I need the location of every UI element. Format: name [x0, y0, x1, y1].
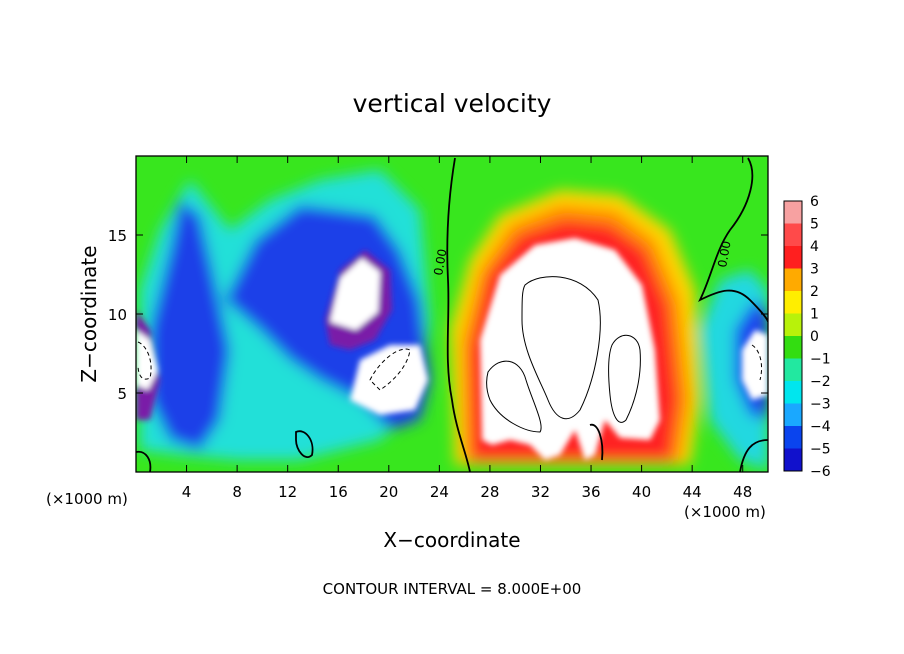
colorbar-swatch — [784, 426, 802, 449]
contour-zero-left — [446, 157, 471, 472]
colorbar: 6 5 4 3 2 1 0 −1 −2 −3 −4 −5 −6 — [783, 194, 831, 480]
contour-downdraft-3 — [751, 344, 763, 381]
x-tick-label: 8 — [232, 483, 242, 501]
x-tick-label: 28 — [480, 483, 499, 501]
y-tick-label: 15 — [108, 227, 127, 245]
field-blue-left-1 — [150, 200, 230, 450]
chart-title: vertical velocity — [353, 89, 552, 118]
y-axis-label: Z−coordinate — [77, 245, 101, 382]
colorbar-label: −2 — [810, 374, 831, 390]
contour-lines — [136, 157, 768, 472]
colorbar-label: 6 — [810, 194, 819, 210]
contour-downdraft-1 — [369, 348, 411, 391]
contour-zero-right — [698, 157, 768, 323]
contour-cell-4 — [739, 439, 768, 472]
contour-label-1: 0.00 — [431, 248, 449, 277]
y-tick-label: 5 — [117, 385, 127, 403]
x-tick-label: 48 — [733, 483, 752, 501]
x-ticks: 4 8 12 16 20 24 28 32 36 40 44 48 — [182, 156, 752, 501]
x-axis-label: X−coordinate — [383, 528, 520, 552]
colorbar-label: −4 — [810, 419, 831, 435]
x-tick-label: 20 — [379, 483, 398, 501]
field-white-right — [742, 330, 768, 400]
y-ticks: 5 10 15 — [108, 227, 768, 403]
colorbar-swatch — [784, 246, 802, 269]
field-white-updraft — [480, 238, 660, 460]
colorbar-label: 0 — [810, 329, 819, 345]
x-tick-label: 44 — [683, 483, 702, 501]
colorbar-frame — [783, 200, 803, 472]
colorbar-label: −3 — [810, 397, 831, 413]
field-white-downdraft-2 — [350, 345, 428, 415]
x-tick-label: 12 — [278, 483, 297, 501]
contour-label-2: 0.00 — [715, 240, 733, 269]
colorbar-label: 5 — [810, 217, 819, 233]
colorbar-swatch — [784, 336, 802, 359]
colorbar-label: 2 — [810, 284, 819, 300]
contour-updraft-2 — [486, 360, 542, 433]
contour-interval: CONTOUR INTERVAL = 8.000E+00 — [323, 580, 582, 598]
colorbar-swatch — [784, 201, 802, 224]
colorbar-swatch — [784, 291, 802, 314]
colorbar-swatch — [784, 223, 802, 246]
plot-area — [136, 156, 768, 472]
contour-downdraft-2 — [137, 341, 152, 380]
colorbar-swatch — [784, 268, 802, 291]
x-tick-label: 40 — [632, 483, 651, 501]
colorbar-label: −6 — [810, 464, 831, 480]
x-tick-label: 36 — [581, 483, 600, 501]
colorbar-label: 1 — [810, 307, 819, 323]
contour-cell-3 — [136, 450, 152, 472]
x-unit-left: (×1000 m) — [46, 490, 128, 508]
contour-updraft-1 — [521, 276, 601, 420]
colorbar-swatch — [784, 313, 802, 336]
field-white-downdraft-1 — [330, 258, 380, 330]
x-tick-label: 32 — [531, 483, 550, 501]
colorbar-swatch — [784, 403, 802, 426]
colorbar-label: −5 — [810, 442, 831, 458]
colorbar-label: −1 — [810, 352, 831, 368]
x-tick-label: 24 — [430, 483, 449, 501]
colorbar-swatch — [784, 448, 802, 471]
x-unit-right: (×1000 m) — [684, 503, 766, 521]
contour-cell-2 — [589, 423, 604, 461]
colorbar-swatch — [784, 381, 802, 404]
field-white-edge — [136, 330, 158, 390]
colorbar-label: 4 — [810, 239, 819, 255]
colorbar-label: 3 — [810, 262, 819, 278]
contour-cell-1 — [295, 430, 314, 458]
x-tick-label: 16 — [329, 483, 348, 501]
contour-updraft-3 — [608, 335, 641, 423]
x-tick-label: 4 — [182, 483, 192, 501]
colorbar-swatch — [784, 358, 802, 381]
velocity-extremes — [136, 238, 768, 460]
y-tick-label: 10 — [108, 306, 127, 324]
